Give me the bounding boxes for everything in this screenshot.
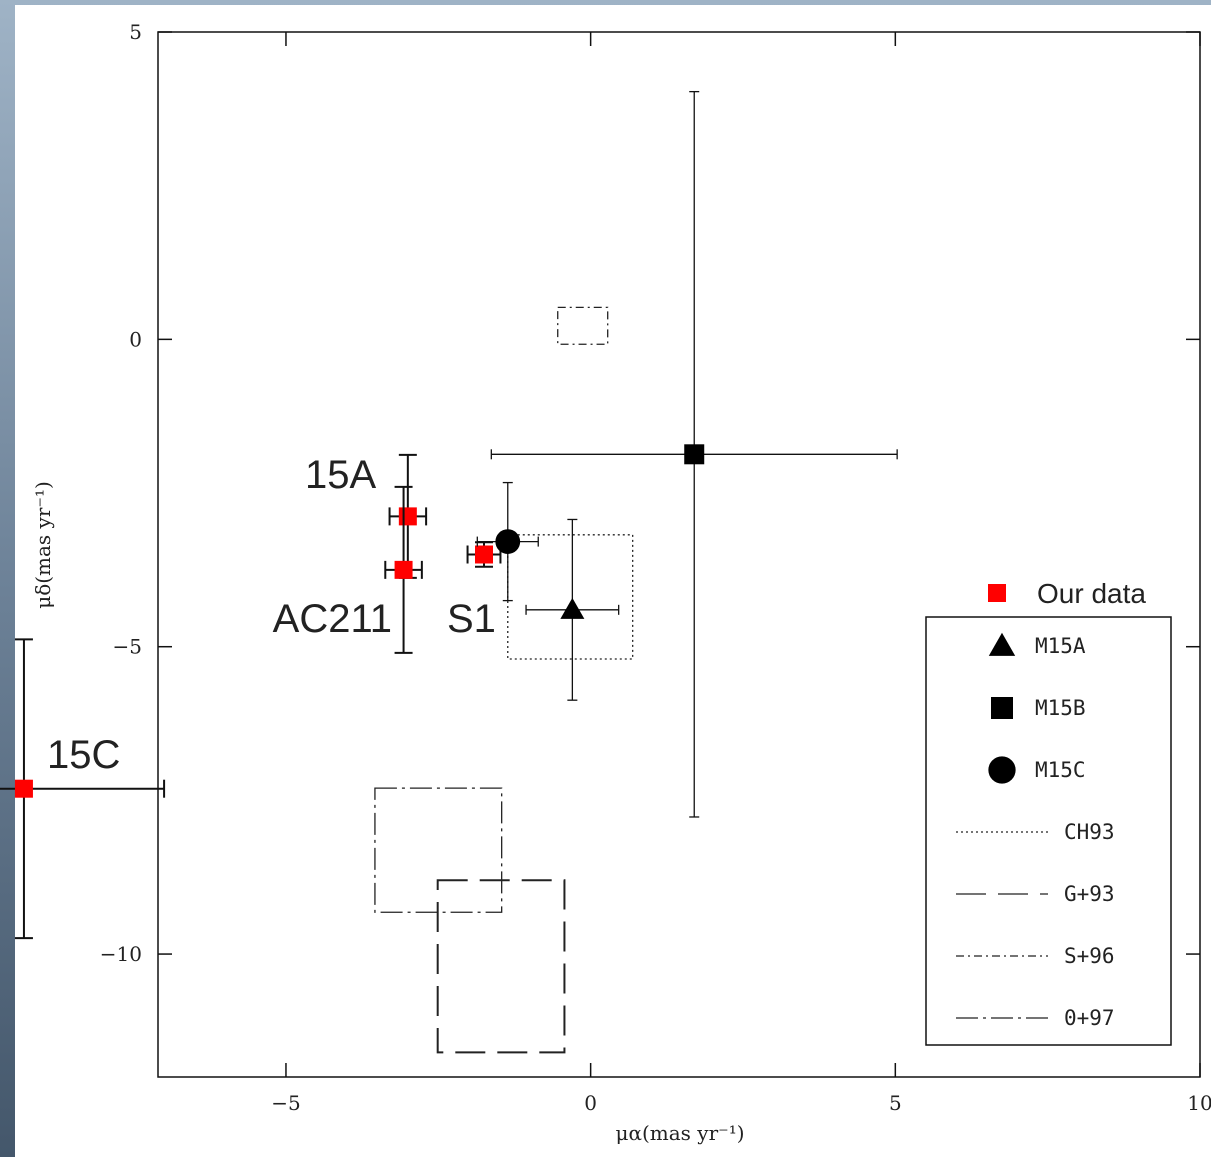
legend-label: CH93 [1064, 820, 1115, 844]
legend-label: G+93 [1064, 882, 1115, 906]
legend-marker [991, 697, 1013, 719]
y-tick-label: −10 [100, 942, 142, 966]
x-axis-label: μα(mas yr⁻¹) [615, 1121, 744, 1145]
point [475, 545, 494, 564]
point [495, 529, 521, 554]
plot-frame [157, 31, 1201, 1078]
point [14, 779, 33, 798]
y-axis-label: μδ(mas yr⁻¹) [31, 481, 55, 609]
legend-box [925, 616, 1172, 1046]
x-tick-label: −5 [271, 1091, 300, 1115]
point [560, 597, 585, 619]
point [394, 560, 413, 579]
region [374, 787, 503, 913]
point-label: 15A [305, 453, 376, 497]
legend-label: M15B [1035, 696, 1086, 720]
legend-marker [988, 756, 1016, 784]
point-label: S1 [447, 597, 496, 641]
legend-label: S+96 [1064, 944, 1115, 968]
legend-marker [988, 632, 1016, 656]
legend-label: M15A [1035, 634, 1086, 658]
point-label: AC211 [273, 597, 392, 641]
legend-marker [988, 584, 1006, 602]
x-tick-label: 5 [889, 1091, 902, 1115]
y-tick-label: −5 [113, 635, 142, 659]
y-tick-label: 0 [129, 327, 142, 351]
point [684, 444, 705, 465]
legend-label: M15C [1035, 758, 1086, 782]
region [557, 306, 609, 345]
x-tick-label: 10 [1187, 1091, 1211, 1115]
y-tick-label: 5 [129, 20, 142, 44]
legend-label: 0+97 [1064, 1006, 1115, 1030]
point-label: 15C [47, 733, 120, 777]
legend-label: Our data [1037, 578, 1146, 609]
point [398, 507, 417, 526]
x-tick-label: 0 [584, 1091, 597, 1115]
